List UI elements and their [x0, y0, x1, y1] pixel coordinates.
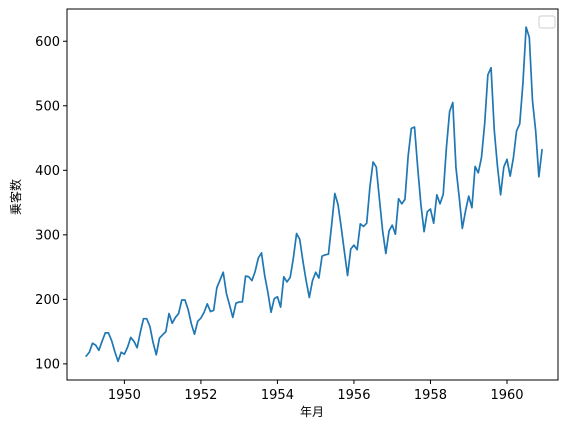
- y-tick-label: 600: [35, 35, 60, 50]
- y-axis: 100 200 300 400 500 600: [35, 35, 67, 372]
- series-line: [85, 26, 543, 363]
- x-tick-label: 1960: [490, 388, 523, 403]
- y-tick-label: 300: [35, 228, 60, 243]
- x-tick-label: 1956: [337, 388, 370, 403]
- y-axis-label: 乗客数: [8, 179, 23, 215]
- x-axis: 1950 1952 1954 1956 1958 1960: [108, 380, 524, 403]
- y-tick-label: 100: [35, 357, 60, 372]
- y-tick-label: 200: [35, 293, 60, 308]
- x-tick-label: 1952: [184, 388, 217, 403]
- y-tick-label: 500: [35, 99, 60, 114]
- y-tick-label: 400: [35, 164, 60, 179]
- legend-box: [538, 15, 556, 29]
- x-tick-label: 1954: [261, 388, 294, 403]
- x-tick-label: 1958: [414, 388, 447, 403]
- x-tick-label: 1950: [108, 388, 141, 403]
- axes-frame: [66, 8, 559, 381]
- plot-area: [85, 26, 543, 363]
- x-axis-label: 年月: [300, 405, 324, 419]
